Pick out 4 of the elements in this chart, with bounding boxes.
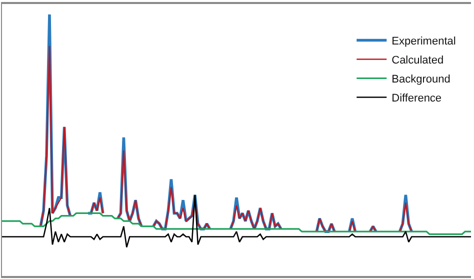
legend-label: Difference <box>392 92 442 105</box>
legend-label: Experimental <box>392 36 456 48</box>
legend-label: Background <box>392 74 450 86</box>
legend-label: Calculated <box>392 54 444 67</box>
